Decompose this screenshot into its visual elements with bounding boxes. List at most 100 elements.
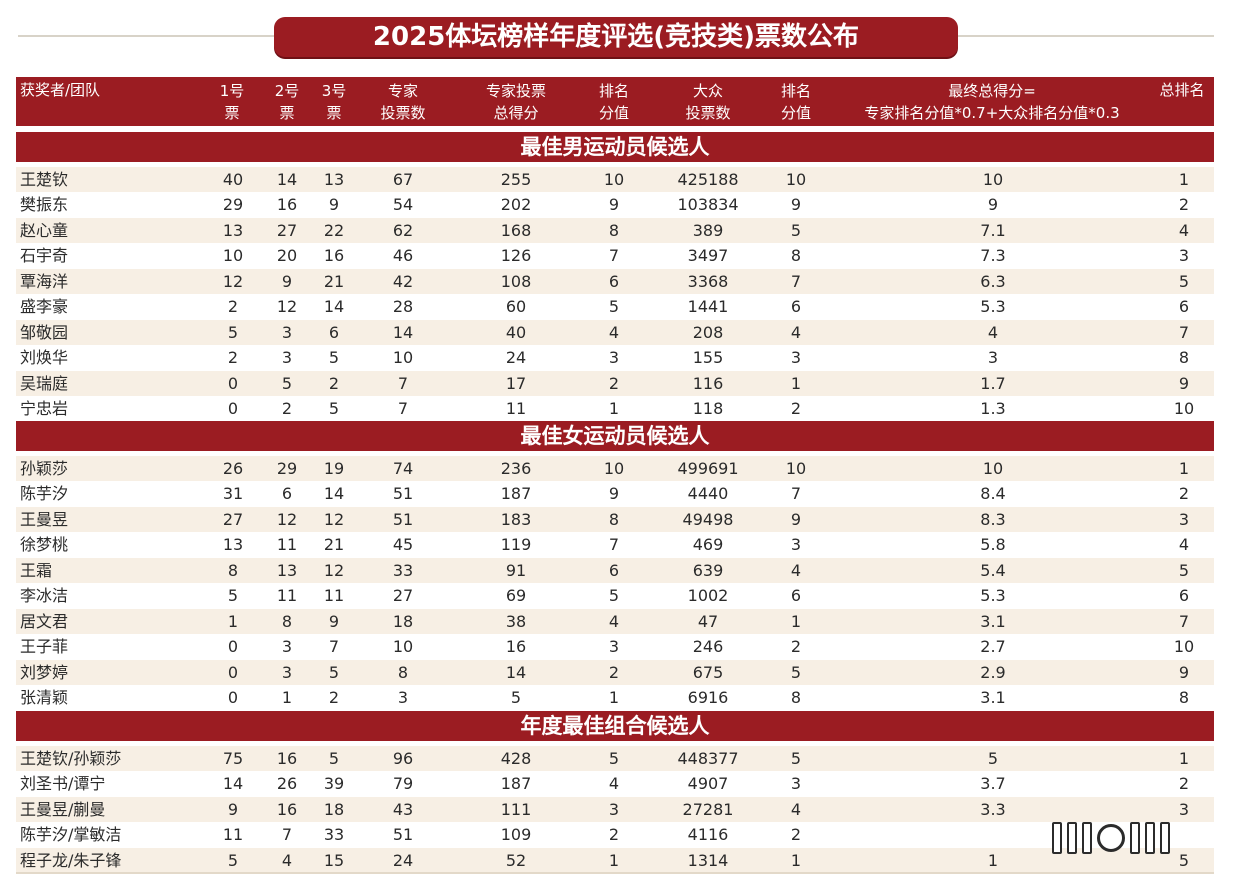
cell-vote3: 5 — [328, 348, 340, 367]
cell-vote1: 0 — [227, 637, 239, 656]
cell-vote1: 9 — [227, 799, 239, 819]
cell-final-score: 10 — [982, 458, 1004, 478]
title-rule-left — [18, 35, 276, 37]
cell-public-votes: 49498 — [682, 509, 734, 529]
cell-expert-score: 16 — [505, 637, 527, 656]
cell-vote3: 11 — [323, 586, 345, 605]
table-row: 刘梦婷 0 3 5 8 14 2 675 5 2.9 9 — [16, 659, 1214, 685]
cell-expert-score: 38 — [505, 611, 527, 631]
cell-vote2: 3 — [281, 348, 293, 367]
cell-expert-rank: 9 — [608, 195, 620, 214]
cell-expert-rank: 8 — [608, 509, 620, 529]
section-header: 年度最佳组合候选人 — [16, 711, 1214, 741]
header-expert-votes-line2: 投票数 — [380, 103, 426, 122]
cell-vote2: 26 — [276, 774, 298, 793]
cell-expert-score: 40 — [505, 322, 527, 342]
cell-overall-rank: 3 — [1178, 799, 1190, 819]
cell-vote2: 27 — [276, 220, 298, 240]
cell-name: 盛李豪 — [20, 297, 69, 316]
cell-vote2: 13 — [276, 560, 298, 580]
cell-expert-score: 108 — [500, 271, 532, 291]
header-vote1-line1: 1号 — [219, 81, 245, 100]
cell-expert-score: 187 — [500, 774, 532, 793]
cell-public-votes: 4116 — [687, 825, 729, 844]
header-overall-rank: 总排名 — [1159, 81, 1205, 99]
cell-final-score: 8.4 — [980, 484, 1006, 503]
cell-expert-votes: 51 — [392, 509, 414, 529]
cell-name: 程子龙/朱子锋 — [20, 850, 122, 870]
cell-vote1: 10 — [222, 246, 244, 265]
header-final-score-line2: 专家排名分值*0.7+大众排名分值*0.3 — [864, 103, 1120, 122]
cell-vote3: 2 — [328, 688, 340, 707]
cell-expert-votes: 7 — [397, 373, 409, 393]
cell-name: 樊振东 — [20, 195, 69, 214]
header-expert-score-line1: 专家投票 — [485, 81, 546, 100]
cell-final-score: 5.8 — [980, 535, 1006, 554]
cell-expert-rank: 7 — [608, 246, 620, 265]
cell-vote1: 13 — [222, 535, 244, 554]
cell-expert-votes: 18 — [392, 611, 414, 631]
header-final-score: 最终总得分= 专家排名分值*0.7+大众排名分值*0.3 — [842, 77, 1142, 126]
header-vote3: 3号 票 — [318, 77, 350, 126]
cell-expert-rank: 3 — [608, 799, 620, 819]
cell-expert-score: 24 — [505, 348, 527, 367]
cell-vote1: 5 — [227, 322, 239, 342]
cell-overall-rank: 8 — [1178, 688, 1190, 707]
cell-overall-rank: 9 — [1178, 662, 1190, 682]
cell-vote1: 0 — [227, 373, 239, 393]
cell-final-score: 3.1 — [980, 611, 1006, 631]
table-header: 获奖者/团队 1号 票 2号 票 3号 票 专家 投票数 专家投票 总得分 排名… — [16, 77, 1214, 126]
cell-expert-score: 202 — [500, 195, 532, 214]
cell-overall-rank: 10 — [1173, 637, 1195, 656]
cell-public-rank: 8 — [790, 688, 802, 707]
cell-name: 王曼昱 — [20, 509, 69, 529]
header-vote2-line1: 2号 — [274, 81, 300, 100]
cell-name: 居文君 — [20, 611, 69, 631]
cell-final-score: 3.7 — [980, 774, 1006, 793]
cell-expert-score: 5 — [510, 688, 522, 707]
table-row: 王曼昱 27 12 12 51 183 8 49498 9 8.3 3 — [16, 506, 1214, 532]
cell-overall-rank: 6 — [1178, 586, 1190, 605]
cell-name: 石宇奇 — [20, 246, 69, 265]
cell-vote1: 14 — [222, 774, 244, 793]
cell-final-score: 4 — [987, 322, 999, 342]
cell-vote2: 16 — [276, 195, 298, 214]
cell-final-score: 5 — [987, 748, 999, 768]
cell-public-votes: 469 — [692, 535, 724, 554]
cell-public-votes: 118 — [692, 399, 724, 418]
table-row: 李冰洁 5 11 11 27 69 5 1002 6 5.3 6 — [16, 583, 1214, 609]
cell-vote3: 5 — [328, 748, 340, 768]
cell-expert-score: 168 — [500, 220, 532, 240]
cell-expert-score: 428 — [500, 748, 532, 768]
cell-name: 王子菲 — [20, 637, 69, 656]
cell-expert-votes: 3 — [397, 688, 409, 707]
cell-expert-score: 187 — [500, 484, 532, 503]
table-row: 孙颖莎 26 29 19 74 236 10 499691 10 10 1 — [16, 455, 1214, 481]
header-public-votes-line1: 大众 — [692, 81, 723, 100]
cell-vote1: 1 — [227, 611, 239, 631]
cell-expert-rank: 8 — [608, 220, 620, 240]
cell-public-rank: 6 — [790, 297, 802, 316]
table-row: 陈芋汐 31 6 14 51 187 9 4440 7 8.4 2 — [16, 481, 1214, 507]
cell-public-votes: 4440 — [687, 484, 729, 503]
header-vote1-line2: 票 — [224, 103, 240, 122]
cell-vote1: 2 — [227, 297, 239, 316]
cell-vote3: 15 — [323, 850, 345, 870]
cell-overall-rank: 2 — [1178, 195, 1190, 214]
cell-expert-score: 109 — [500, 825, 532, 844]
cell-final-score: 7.3 — [980, 246, 1006, 265]
cell-expert-score: 14 — [505, 662, 527, 682]
cell-public-votes: 639 — [692, 560, 724, 580]
cell-expert-votes: 62 — [392, 220, 414, 240]
header-expert-rank-line1: 排名 — [598, 81, 629, 100]
cell-public-votes: 47 — [697, 611, 719, 631]
cell-public-votes: 389 — [692, 220, 724, 240]
cell-vote2: 29 — [276, 458, 298, 478]
cell-expert-rank: 1 — [608, 688, 620, 707]
cell-public-rank: 8 — [790, 246, 802, 265]
header-vote2: 2号 票 — [271, 77, 303, 126]
cell-public-votes: 27281 — [682, 799, 734, 819]
cell-vote2: 3 — [281, 637, 293, 656]
cell-expert-votes: 28 — [392, 297, 414, 316]
cell-final-score: 7.1 — [980, 220, 1006, 240]
